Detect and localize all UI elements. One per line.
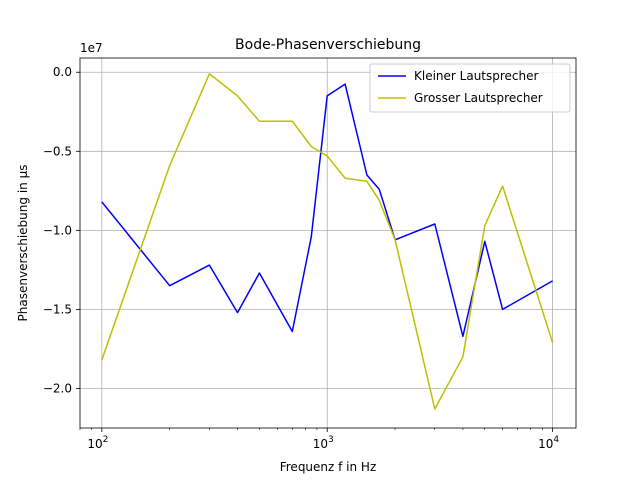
y-tick-label: −2.0 — [43, 381, 72, 395]
plot-frame — [79, 57, 577, 429]
y-tick-label: −1.0 — [43, 223, 72, 237]
y-axis-label: Phasenverschiebung in µs — [16, 165, 30, 322]
chart-title: Bode-Phasenverschiebung — [235, 37, 421, 53]
grid — [80, 58, 576, 428]
legend-frame — [369, 63, 571, 113]
y-tick-label: −1.5 — [43, 302, 72, 316]
y-tick-label: −0.5 — [43, 144, 72, 158]
series-line-kleiner-lautsprecher — [101, 83, 553, 338]
x-tick-label: 104 — [538, 435, 559, 451]
x-tick-label: 102 — [87, 435, 108, 451]
axis-ticks: 102 103 104 0.0 −0.5 −1.0 −1.5 −2.0 — [43, 65, 560, 451]
x-axis-label: Frequenz f in Hz — [280, 460, 377, 474]
legend-label-kleiner: Kleiner Lautsprecher — [414, 69, 539, 83]
x-tick-label: 103 — [313, 435, 334, 451]
series-line-grosser-lautsprecher — [101, 73, 554, 410]
y-offset-label: 1e7 — [80, 41, 103, 55]
legend: Kleiner Lautsprecher Grosser Lautspreche… — [369, 63, 571, 113]
series-lines — [101, 73, 554, 410]
legend-label-grosser: Grosser Lautsprecher — [414, 91, 543, 105]
y-tick-label: 0.0 — [53, 65, 72, 79]
